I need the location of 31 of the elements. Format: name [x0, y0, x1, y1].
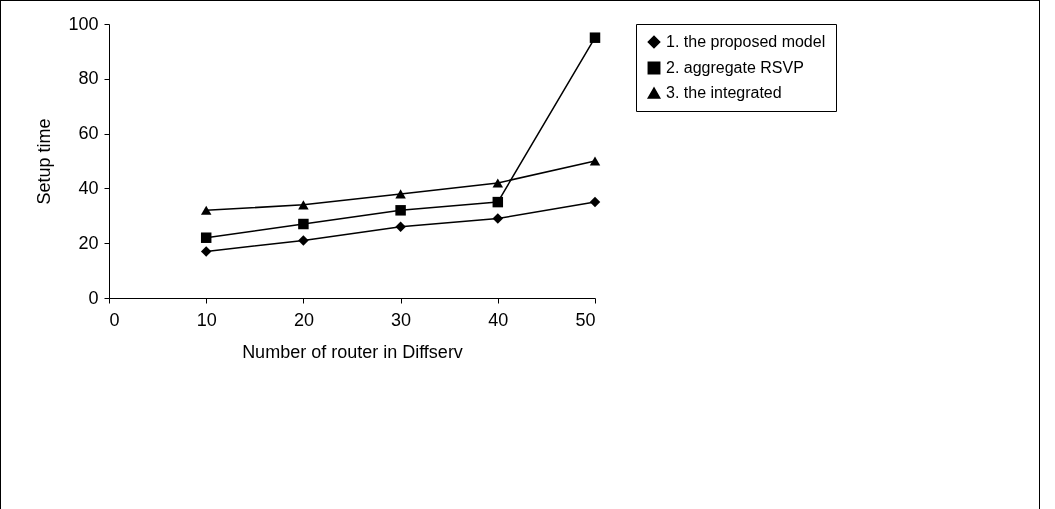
x-axis-title: Number of router in Diffserv	[242, 341, 463, 362]
x-tick-label: 0	[109, 309, 120, 330]
y-tick-label: 60	[78, 123, 99, 144]
point	[589, 156, 601, 166]
point	[298, 218, 309, 230]
point	[298, 235, 309, 246]
point	[395, 189, 406, 199]
x-tick-label: 20	[293, 309, 314, 330]
y-tick-label: 40	[78, 177, 99, 198]
point	[395, 221, 406, 232]
legend-label: 3. the integrated	[666, 84, 782, 101]
y-tick-label: 20	[78, 232, 99, 253]
x-tick-label: 50	[575, 309, 596, 330]
x-tick-label: 10	[196, 309, 217, 330]
point	[200, 205, 212, 215]
point	[200, 232, 212, 243]
x-tick-label: 40	[488, 309, 509, 330]
y-tick-label: 0	[88, 287, 99, 308]
legend-label: 1. the proposed model	[666, 33, 826, 50]
point	[492, 196, 504, 208]
point	[200, 246, 212, 257]
y-axis-title: Setup time	[34, 118, 55, 205]
point	[395, 205, 406, 216]
y-tick-label: 80	[78, 68, 99, 89]
point	[298, 200, 309, 210]
legend-label: 2. aggregate RSVP	[666, 59, 804, 76]
y-tick-label: 100	[68, 13, 99, 34]
point	[492, 213, 504, 224]
point	[589, 196, 601, 208]
point	[589, 32, 601, 43]
x-tick-label: 30	[391, 309, 412, 330]
